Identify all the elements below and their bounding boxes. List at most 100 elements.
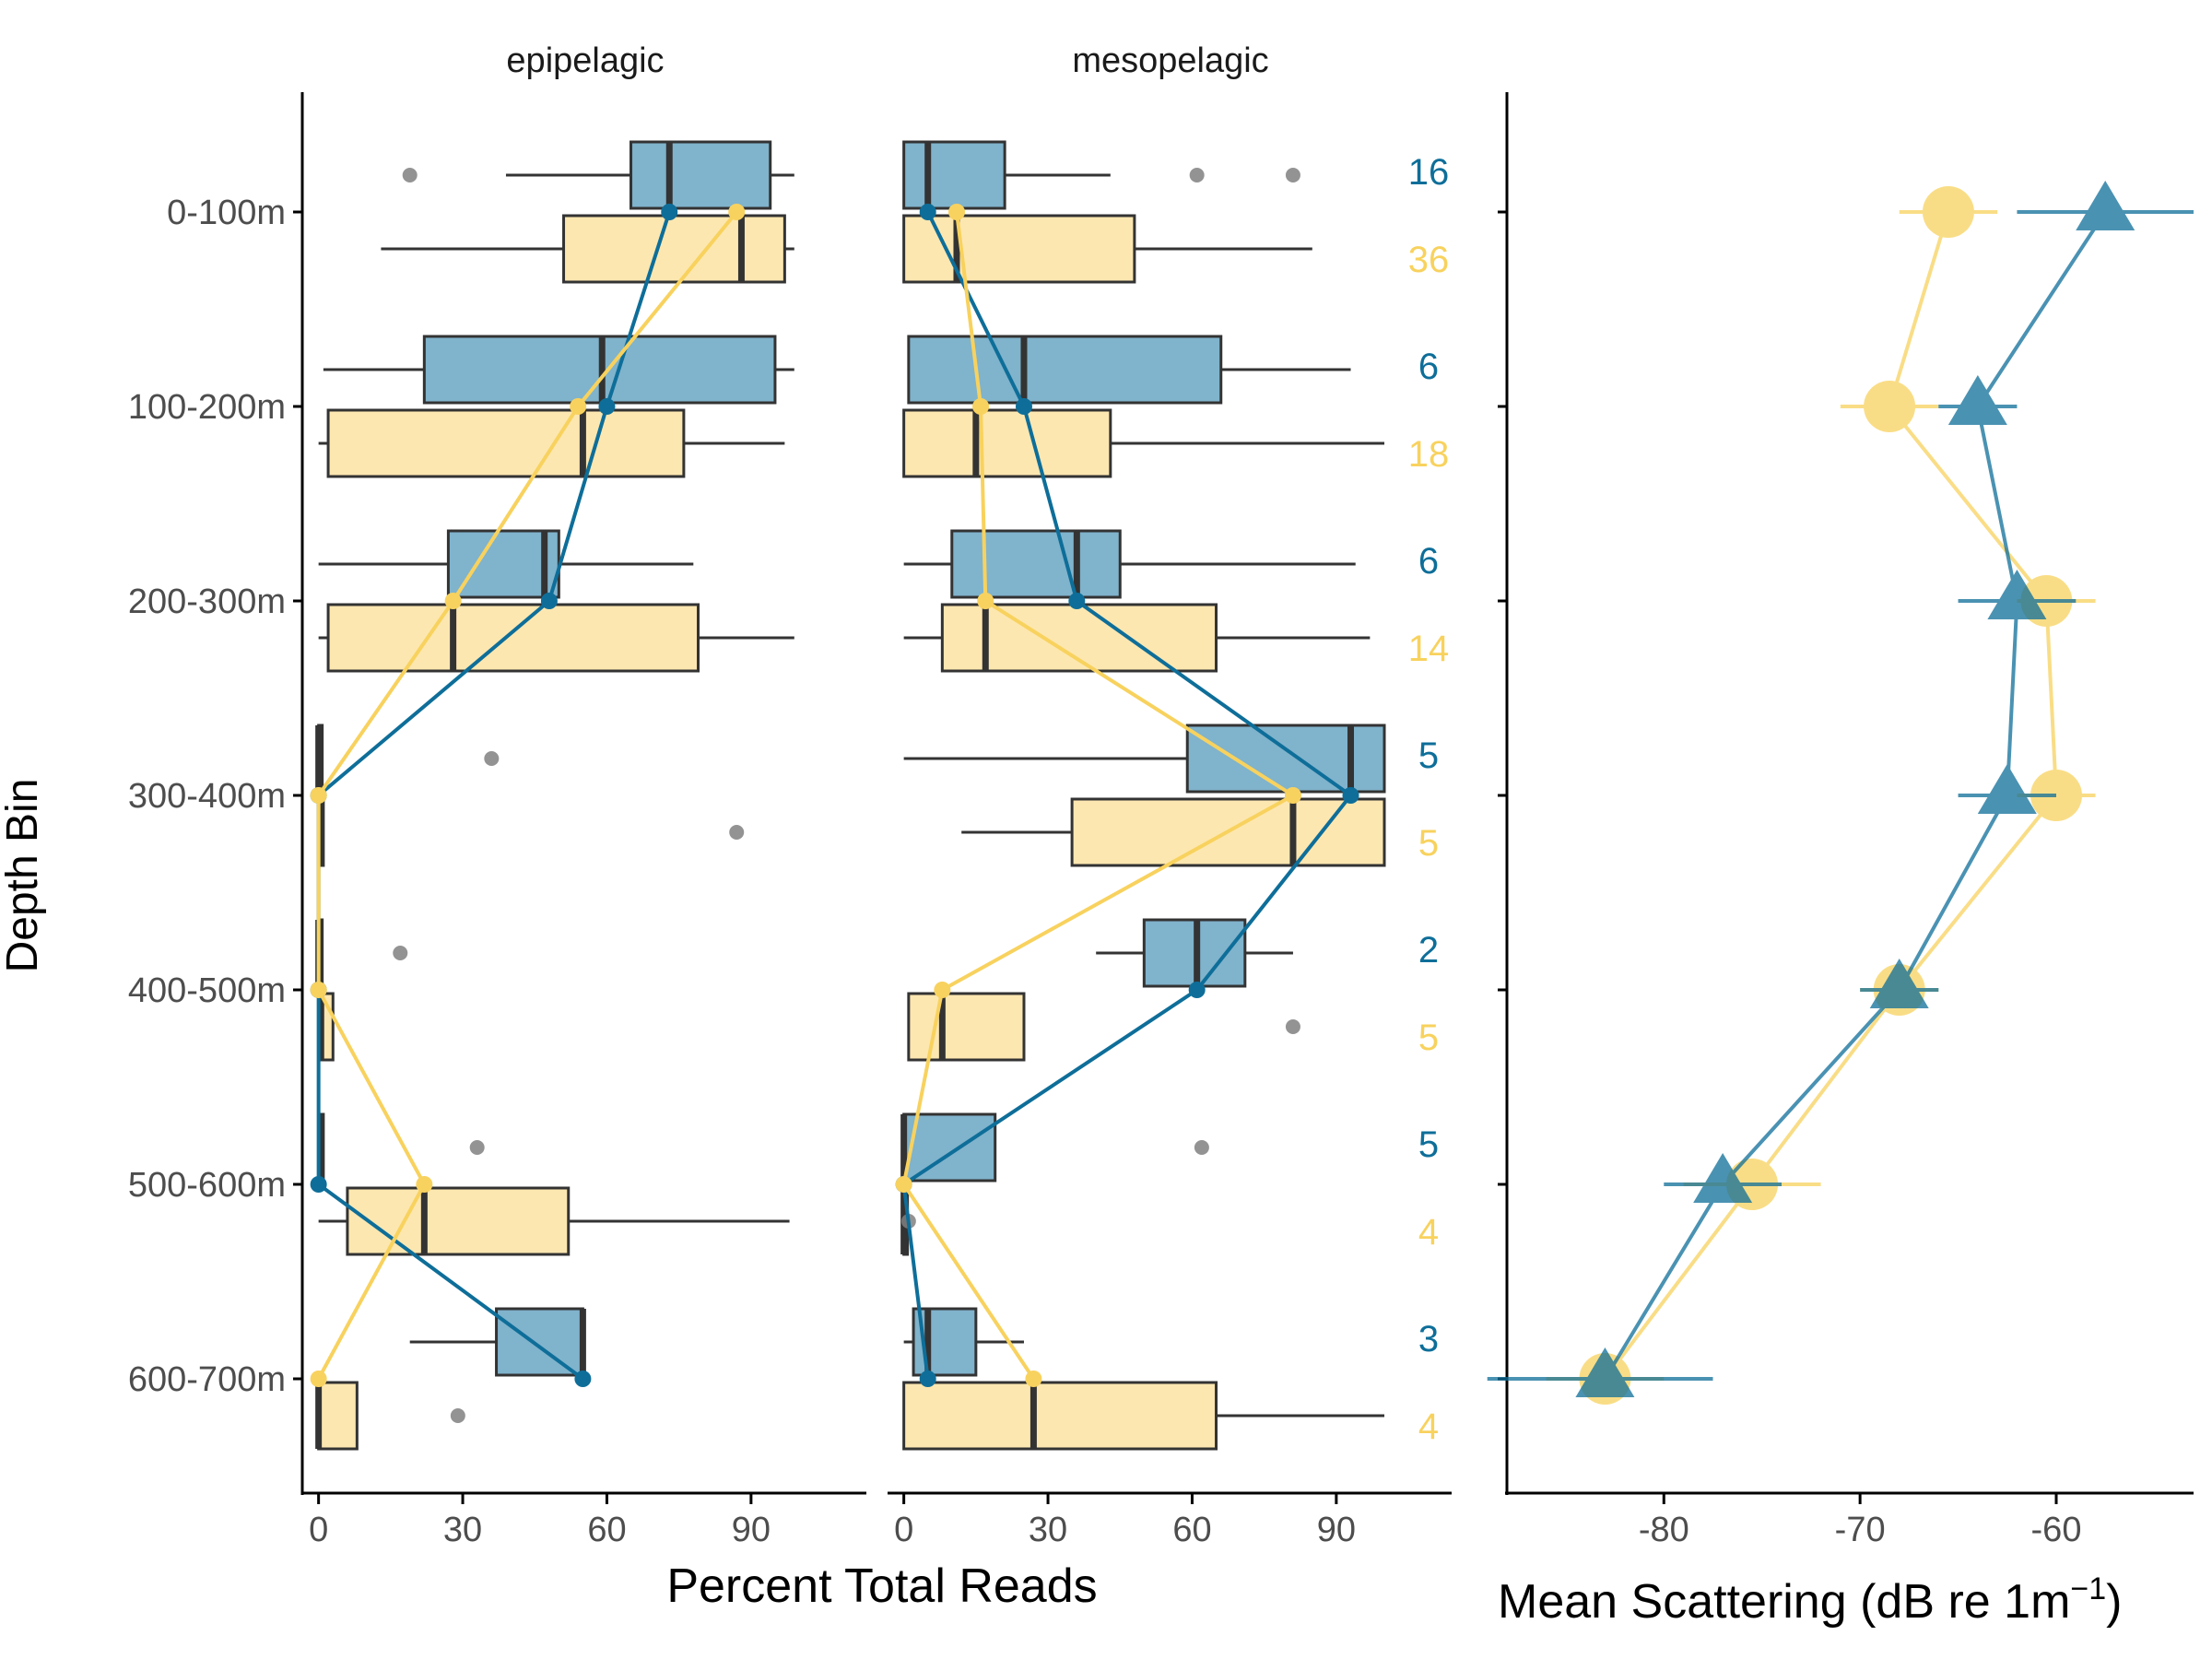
box-yellow-300-400m [317,797,745,867]
outlier-point [402,168,418,182]
box-iqr [562,214,786,284]
scatter-point-triangle [1987,570,2047,619]
outlier-point [1194,1140,1209,1155]
y-tick-label: 200-300m [128,582,286,621]
y-axis-title: Depth Bin [0,779,47,973]
x-tick-label: 0 [309,1511,328,1549]
x-axis-title-right-close: ) [2106,1575,2122,1629]
x-tick-label: 60 [1172,1511,1211,1549]
box-blue-600-700m [409,1307,586,1377]
box-yellow-200-300m [903,603,1371,673]
outlier-point [1285,1019,1300,1034]
box-iqr [629,140,772,210]
x-tick-label: 0 [894,1511,913,1549]
trend-point-yellow [1025,1371,1042,1387]
trend-point-blue [1068,593,1086,609]
trend-point-yellow [977,593,994,609]
count-label-blue: 16 [1408,152,1450,193]
box-iqr [950,529,1122,599]
trend-point-yellow [728,204,746,220]
box-blue-400-500m [315,918,408,988]
box-iqr [495,1307,584,1377]
scatter-point-triangle [1869,959,1929,1008]
count-label-blue: 3 [1418,1319,1439,1359]
x-tick-label: 90 [1317,1511,1356,1549]
box-iqr [902,140,1006,210]
trend-point-yellow [947,204,965,220]
trend-point-blue [540,593,558,609]
panel-mesopelagic: mesopelagic 0 30 60 90 [888,41,1452,1549]
count-label-yellow: 5 [1418,1018,1439,1058]
scatter-point-circle [1922,186,1974,238]
count-label-yellow: 18 [1408,434,1450,475]
outlier-point [729,825,745,840]
count-label-yellow: 4 [1418,1406,1439,1447]
box-iqr [1185,724,1386,794]
scatter-point-circle [1864,381,1916,432]
box-iqr [326,603,700,673]
x-axis-title-left: Percent Total Reads [666,1559,1097,1613]
outlier-point [393,946,408,960]
x-tick-label: 30 [443,1511,482,1549]
box-yellow-400-500m [907,992,1300,1062]
outlier-point [484,751,500,766]
trend-point-blue [919,204,936,220]
scatter-point-triangle [1575,1347,1635,1397]
box-blue-0-100m [902,140,1300,210]
strip-label-mesopelagic: mesopelagic [1072,41,1268,80]
count-label-blue: 5 [1418,1124,1439,1165]
box-yellow-100-200m [318,408,785,478]
outlier-point [469,1140,485,1155]
scatter-series-blue [1487,181,2194,1397]
box-iqr [326,408,686,478]
box-blue-500-600m [900,1112,1209,1182]
trend-point-blue [1342,787,1359,804]
trend-point-blue [574,1371,592,1387]
box-iqr [902,1381,1218,1451]
count-label-yellow: 36 [1408,240,1450,280]
box-blue-200-300m [903,529,1356,599]
count-label-yellow: 4 [1418,1212,1439,1253]
right-x-tick-label: -60 [2031,1511,2082,1549]
trend-point-yellow [310,982,327,998]
box-iqr [912,1307,978,1377]
box-yellow-500-600m [318,1186,790,1256]
trend-point-yellow [972,398,990,415]
box-blue-300-400m [903,724,1386,794]
strip-label-epipelagic: epipelagic [506,41,664,80]
trend-point-blue [1015,398,1032,415]
box-iqr [902,408,1112,478]
x-tick-label: 60 [587,1511,626,1549]
box-iqr [907,992,1026,1062]
panel-epipelagic: epipelagic 0 30 60 90 [302,41,866,1549]
y-tick-label: 300-400m [128,777,286,816]
scatter-point-triangle [1947,375,2007,425]
x-tick-label: 90 [732,1511,771,1549]
scatter-point-triangle [1977,764,2037,814]
trend-point-yellow [310,787,327,804]
panel-scattering: -80 -70 -60 [1487,92,2194,1549]
box-blue-500-600m [317,1112,485,1182]
x-axis-title-right-main: Mean Scattering (dB re 1m [1498,1575,2070,1629]
box-blue-0-100m [402,140,794,210]
y-tick-label: 500-600m [128,1166,286,1205]
right-x-tick-label: -80 [1639,1511,1689,1549]
box-yellow-0-100m [381,214,794,284]
scatter-point-triangle [2076,181,2136,230]
y-tick-label: 400-500m [128,971,286,1010]
scatter-point-triangle [1693,1153,1753,1203]
box-blue-200-300m [318,529,694,599]
trend-point-blue [661,204,678,220]
trend-point-yellow [444,593,462,609]
outlier-point [1189,168,1205,182]
box-iqr [907,335,1223,405]
box-iqr [902,214,1136,284]
box-iqr [317,1381,359,1451]
trend-point-yellow [895,1176,912,1193]
trend-point-yellow [416,1176,433,1193]
count-label-blue: 6 [1418,541,1439,582]
box-blue-100-200m [907,335,1351,405]
box-yellow-600-700m [315,1381,465,1451]
